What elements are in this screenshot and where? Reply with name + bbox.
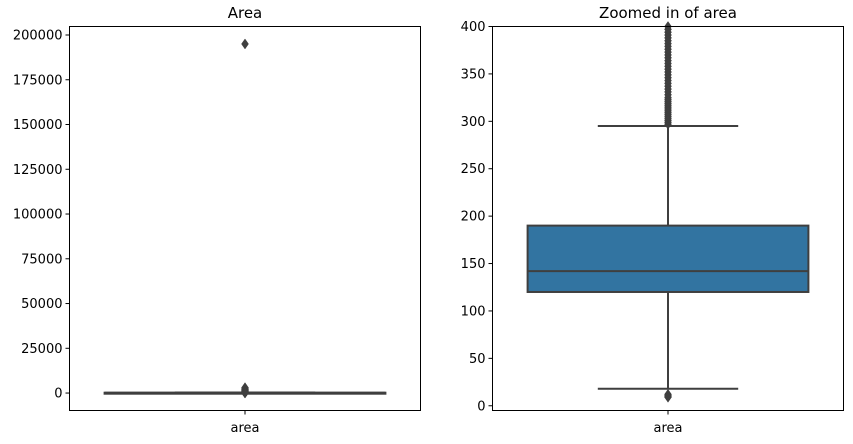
chart-marks <box>103 38 387 399</box>
x-tick-label: area <box>231 421 260 436</box>
chart-title: Zoomed in of area <box>599 4 737 22</box>
y-tick-label: 125000 <box>13 163 63 178</box>
y-tick-label: 175000 <box>13 73 63 88</box>
y-axis-ticks: 0 25000 50000 75000 100000 125000 150000 175000… <box>13 29 246 415</box>
plot-frame <box>492 26 844 411</box>
y-tick-label: 300 <box>461 115 486 130</box>
y-tick-label: 100000 <box>13 208 63 223</box>
y-tick-label: 150 <box>461 257 486 272</box>
outlier-point <box>241 38 249 50</box>
y-tick-label: 50 <box>469 352 486 367</box>
y-tick-label: 350 <box>461 67 486 82</box>
chart-title: Area <box>228 4 263 22</box>
y-tick-label: 0 <box>477 399 485 414</box>
y-tick-label: 25000 <box>21 342 62 357</box>
y-tick-label: 100 <box>461 304 486 319</box>
y-tick-label: 400 <box>461 20 486 35</box>
y-tick-label: 0 <box>54 387 62 402</box>
box-iqr <box>526 224 810 293</box>
outlier-point <box>664 391 672 403</box>
y-tick-label: 200 <box>461 210 486 225</box>
y-tick-label: 75000 <box>21 252 62 267</box>
chart-marks <box>526 21 810 403</box>
x-tick-label: area <box>654 421 683 436</box>
y-axis-ticks: 0 50 100 150 200 250 300 350 400 <box>461 20 669 415</box>
chart-zoomed-area: Zoomed in of area 0 50 100 150 200 250 300 350 4… <box>461 4 844 436</box>
outlier-point <box>241 387 249 399</box>
y-tick-label: 150000 <box>13 118 63 133</box>
chart-area: Area 0 25000 50000 75000 100000 125000 150000 1… <box>13 4 421 436</box>
y-tick-label: 200000 <box>13 29 63 44</box>
y-tick-label: 250 <box>461 162 486 177</box>
plot-frame <box>69 26 421 411</box>
y-tick-label: 50000 <box>21 297 62 312</box>
